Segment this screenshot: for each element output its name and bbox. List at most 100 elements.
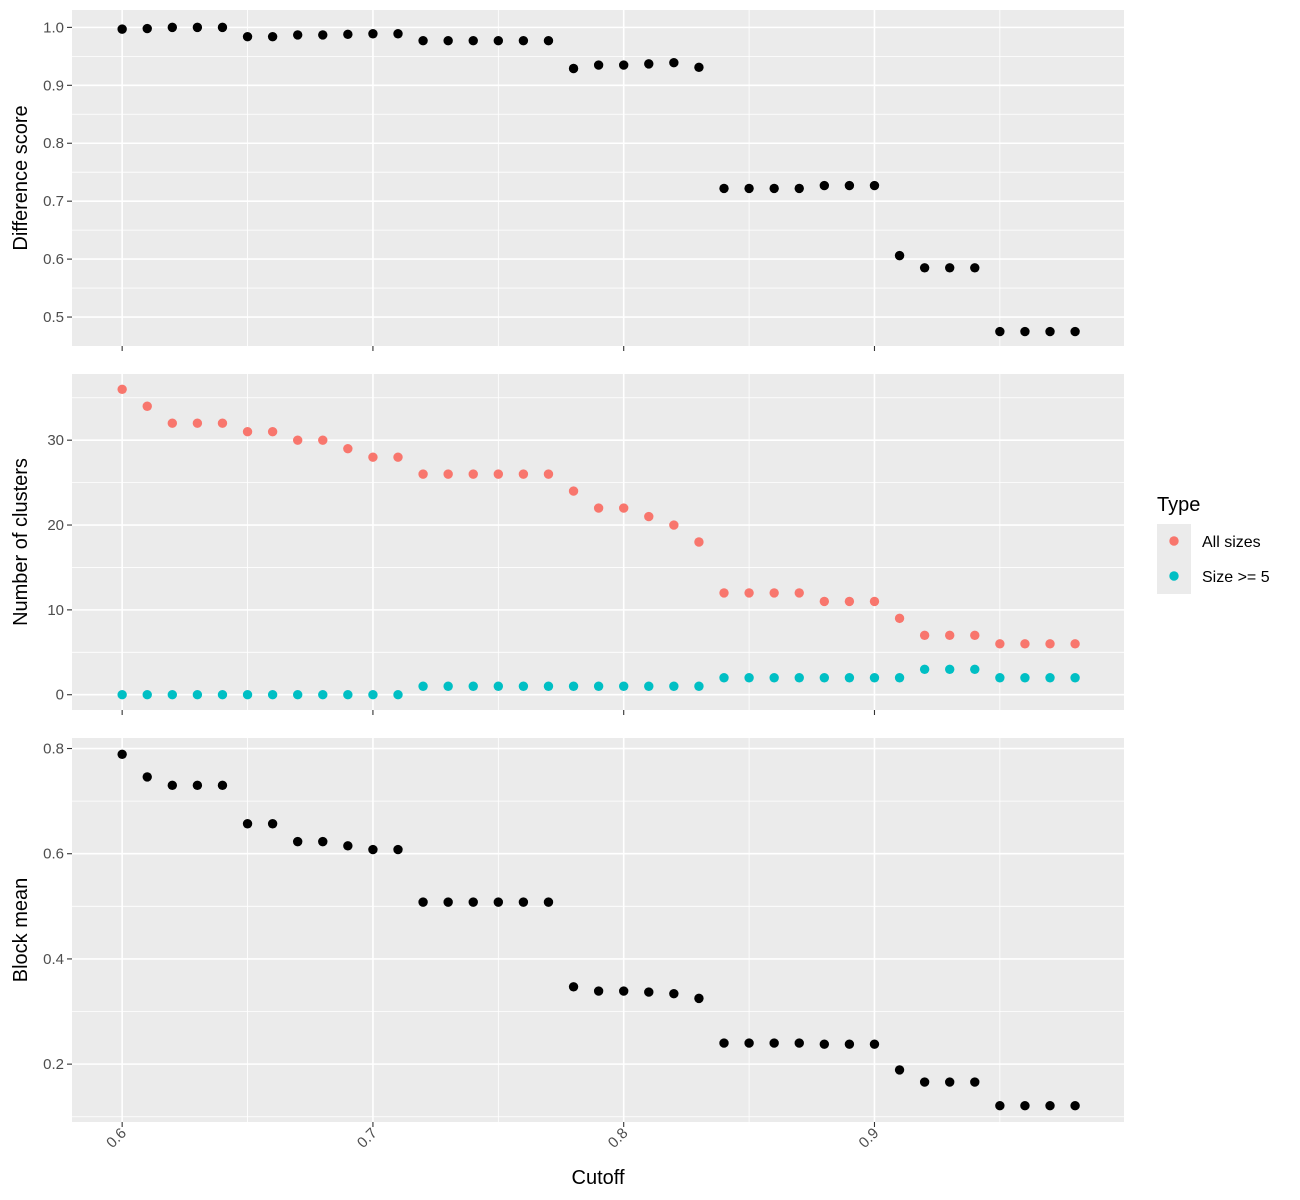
data-point [869,673,880,683]
data-point [919,1077,930,1087]
data-point [744,588,754,598]
data-point [644,59,654,69]
y-tick-label: 0.5 [43,309,64,326]
data-point [1020,673,1030,683]
data-point [543,681,554,691]
data-point [217,780,228,791]
data-point [894,1065,905,1075]
y-axis-title: Difference score [10,105,32,250]
data-point [669,58,679,68]
data-point [995,326,1005,337]
data-point [619,986,629,996]
data-point [995,673,1005,683]
x-axis-title: Cutoff [572,1167,625,1189]
data-point [167,22,178,33]
y-tick-label: 0.7 [43,193,64,210]
data-point [644,987,654,997]
series-1 [117,22,1080,337]
data-point [217,22,228,33]
series-1 [117,749,1080,1111]
data-point [593,986,604,996]
data-point [568,982,579,992]
data-point [192,690,203,700]
data-point [593,681,604,691]
data-point [794,588,804,598]
data-point [945,1077,955,1087]
data-point [1020,1100,1030,1111]
data-point [844,180,855,191]
data-point [719,588,729,598]
y-tick-label: 0.8 [43,741,64,758]
data-point [443,681,453,691]
data-point [242,426,253,437]
panel-3: 0.2 0.4 0.6 0.8 Block mean [10,738,1124,1127]
data-point [518,897,529,907]
data-point [142,23,152,34]
data-point [669,988,679,999]
data-point [669,520,679,530]
data-point [493,897,504,907]
data-point [1045,639,1055,649]
data-point [945,664,955,674]
data-point [543,469,554,479]
x-tick-label: 0.9 [856,1125,883,1152]
data-point [242,690,253,700]
y-tick-label: 0.8 [43,135,64,152]
y-tick-label: 0.4 [43,951,64,968]
data-point [593,60,604,70]
data-point [1045,673,1055,683]
data-point [719,183,729,194]
data-point [844,1039,855,1049]
data-point [543,36,554,46]
data-point [819,596,830,607]
data-point [568,63,579,74]
legend-key-size-ge-5 [1169,571,1179,581]
data-point [619,681,629,691]
data-point [292,690,303,700]
data-point [368,690,378,700]
series-all-sizes [117,384,1080,649]
data-point [418,681,428,691]
data-point [794,183,804,194]
data-point [468,469,478,479]
data-point [267,31,278,42]
data-point [443,469,453,479]
data-point [919,263,930,273]
data-point [769,588,779,598]
data-point [242,819,253,829]
data-point [1070,1100,1080,1111]
data-point [142,772,152,782]
data-point [669,681,679,691]
data-point [192,780,203,791]
data-point [267,426,278,437]
data-point [167,418,178,428]
data-point [192,22,203,33]
data-point [694,993,704,1004]
data-point [744,673,754,683]
data-point [443,897,453,907]
data-point [368,452,378,462]
data-point [393,452,403,462]
data-point [493,469,504,479]
data-point [769,1038,779,1048]
data-point [644,511,654,522]
data-point [644,681,654,691]
data-point [1070,673,1080,683]
x-tick-label: 0.6 [103,1125,130,1152]
y-tick-label: 0.6 [43,251,64,268]
data-point [142,690,152,700]
data-point [1045,326,1055,337]
data-point [192,418,203,428]
panel-background [72,374,1124,710]
data-point [794,673,804,683]
data-point [117,690,127,700]
data-point [744,1038,754,1048]
data-point [970,263,980,273]
data-point [945,630,955,641]
y-tick-label: 20 [47,517,64,534]
x-tick-label: 0.8 [605,1125,632,1152]
data-point [468,681,478,691]
y-tick-label: 0 [56,687,64,704]
data-point [318,435,328,445]
data-point [694,62,704,73]
